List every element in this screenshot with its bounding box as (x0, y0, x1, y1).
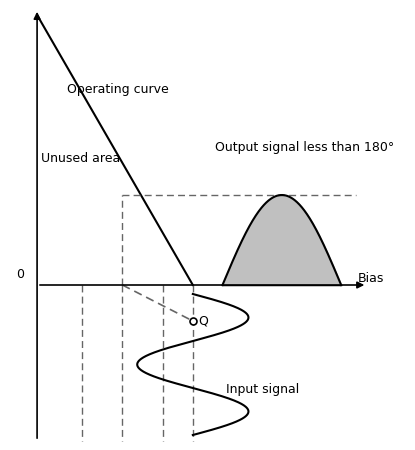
Text: Bias: Bias (358, 273, 384, 285)
Text: Operating curve: Operating curve (67, 84, 168, 96)
Text: Q: Q (198, 315, 208, 328)
Text: Unused area: Unused area (41, 153, 120, 166)
Text: 0: 0 (17, 268, 24, 281)
Text: Output signal less than 180°: Output signal less than 180° (215, 140, 394, 153)
Text: Input signal: Input signal (226, 383, 300, 396)
